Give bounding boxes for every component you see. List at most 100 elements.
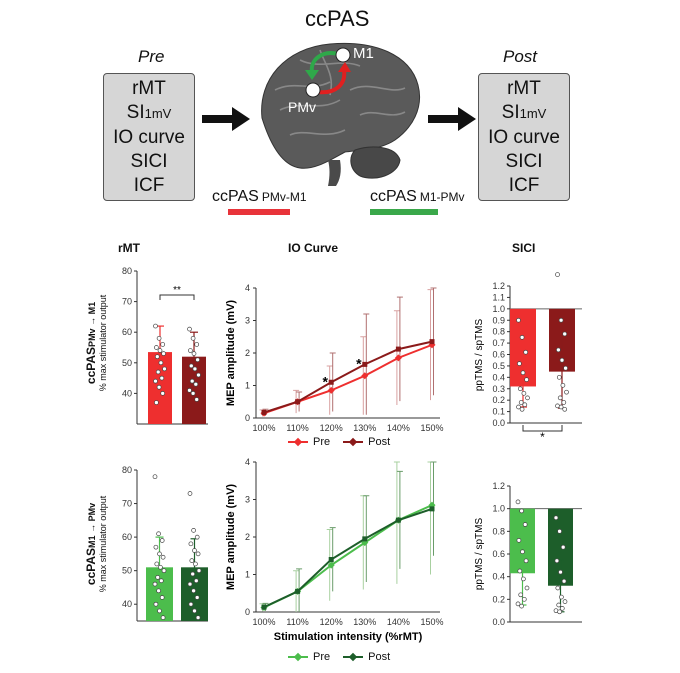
- condition-red-label: ccPAS PMv-M1: [212, 188, 307, 205]
- data-point: [558, 569, 563, 575]
- data-point: [522, 402, 528, 408]
- pmv-node-icon: [305, 82, 321, 98]
- y-tick-label: 0: [245, 413, 250, 423]
- panel-title-sici: SICI: [512, 241, 536, 255]
- data-point: [192, 548, 197, 553]
- green-arrowhead-icon: [305, 70, 319, 80]
- data-point: [156, 384, 162, 390]
- x-axis-label: Stimulation intensity (%rMT): [274, 631, 423, 643]
- data-point: [561, 400, 567, 405]
- data-point: [152, 474, 158, 480]
- data-point: [555, 272, 560, 277]
- legend-post: Post: [368, 436, 391, 448]
- data-point: [188, 601, 194, 607]
- data-point: [154, 561, 160, 567]
- post-measures-box: rMT SI1mV IO curve SICI ICF: [478, 73, 570, 201]
- y-tick-label: 3: [245, 495, 250, 505]
- data-point: [154, 345, 159, 350]
- data-point: [562, 599, 568, 604]
- data-point: [561, 578, 567, 584]
- data-point: [194, 342, 200, 347]
- y-tick-label: 70: [122, 499, 132, 509]
- y-tick-label: 50: [122, 566, 132, 576]
- data-point: [327, 386, 335, 394]
- data-point: [395, 517, 401, 523]
- y-tick-label: 3: [245, 316, 250, 326]
- data-point: [161, 351, 166, 356]
- data-point: [362, 361, 368, 367]
- legend-pre: Pre: [313, 436, 331, 448]
- y-tick-label: 1: [245, 381, 250, 391]
- data-point: [521, 576, 526, 582]
- post-item-si: SI1mV: [501, 101, 547, 123]
- series-line-post: [263, 340, 433, 414]
- data-point: [429, 339, 435, 345]
- significance-marker: *: [540, 430, 545, 444]
- significance-marker: **: [173, 285, 181, 296]
- pre-item-io-curve: IO curve: [113, 126, 185, 148]
- data-point: [187, 581, 193, 587]
- data-point: [194, 595, 200, 600]
- x-tick-label: 150%: [420, 617, 443, 627]
- condition-green-label: ccPAS M1-PMv: [370, 188, 465, 205]
- data-point: [156, 531, 161, 537]
- data-point: [554, 558, 560, 564]
- panel-title-rmt: rMT: [118, 241, 140, 255]
- m1-label: M1: [353, 45, 374, 62]
- legend-row2: Pre Post: [288, 651, 390, 663]
- sici-bar-chart-row1: 0.00.1 0.20.3 0.40.50.6 0.70.8 0.91.0 1.11.2 *…: [474, 272, 582, 444]
- x-tick-label: 100%: [252, 423, 275, 433]
- x-tick-label: 140%: [387, 423, 410, 433]
- series-line-post: [263, 507, 433, 609]
- x-tick-label: 120%: [320, 423, 343, 433]
- data-point: [557, 395, 563, 401]
- data-point: [295, 399, 301, 405]
- data-point: [559, 606, 565, 611]
- data-point: [190, 391, 196, 396]
- legend-post: Post: [368, 651, 391, 663]
- data-point: [519, 508, 524, 514]
- data-point: [189, 558, 195, 563]
- data-point: [558, 317, 564, 323]
- data-point: [556, 374, 562, 380]
- data-point: [195, 357, 200, 363]
- data-point: [515, 499, 521, 505]
- data-point: [564, 389, 569, 395]
- m1-node-icon: [335, 47, 351, 63]
- legend-post-green-swatch: [343, 652, 364, 662]
- data-point: [516, 538, 522, 543]
- data-point: [161, 568, 167, 574]
- data-point: [160, 554, 166, 560]
- x-tick-label: 110%: [286, 617, 308, 627]
- data-point: [193, 561, 198, 567]
- data-point: [261, 604, 267, 610]
- x-tick-label: 110%: [286, 423, 308, 433]
- y-tick-label: 2: [245, 348, 250, 358]
- y-tick-label: 0.4: [492, 572, 505, 582]
- y-tick-label: 0.1: [492, 407, 505, 417]
- data-point: [160, 342, 166, 347]
- io-line-chart-row2: 0 1 2 3 4 100% 110% 120% 130% 140% 150% MEP amplitu…: [225, 457, 444, 643]
- data-point: [517, 386, 523, 392]
- y-tick-label: 1.1: [492, 292, 505, 302]
- x-tick-label: 120%: [320, 617, 343, 627]
- data-point: [159, 538, 165, 543]
- y-tick-label: 0.2: [492, 395, 505, 405]
- data-point: [518, 400, 524, 405]
- y-tick-label: 1.2: [492, 281, 505, 291]
- y-tick-label: 60: [122, 327, 132, 337]
- data-point: [523, 349, 529, 355]
- data-point: [156, 588, 161, 594]
- y-tick-label: 0.6: [492, 549, 505, 559]
- data-point: [192, 366, 198, 372]
- y-tick-label: 60: [122, 532, 132, 542]
- post-header: Post: [503, 47, 538, 66]
- data-point: [191, 351, 197, 356]
- data-point: [525, 395, 530, 401]
- data-point: [159, 595, 165, 600]
- y-tick-label: 70: [122, 297, 132, 307]
- post-item-rmt: rMT: [507, 77, 541, 99]
- data-point: [517, 568, 523, 574]
- significance-bracket: [522, 425, 563, 432]
- green-condition-bar: [370, 209, 438, 215]
